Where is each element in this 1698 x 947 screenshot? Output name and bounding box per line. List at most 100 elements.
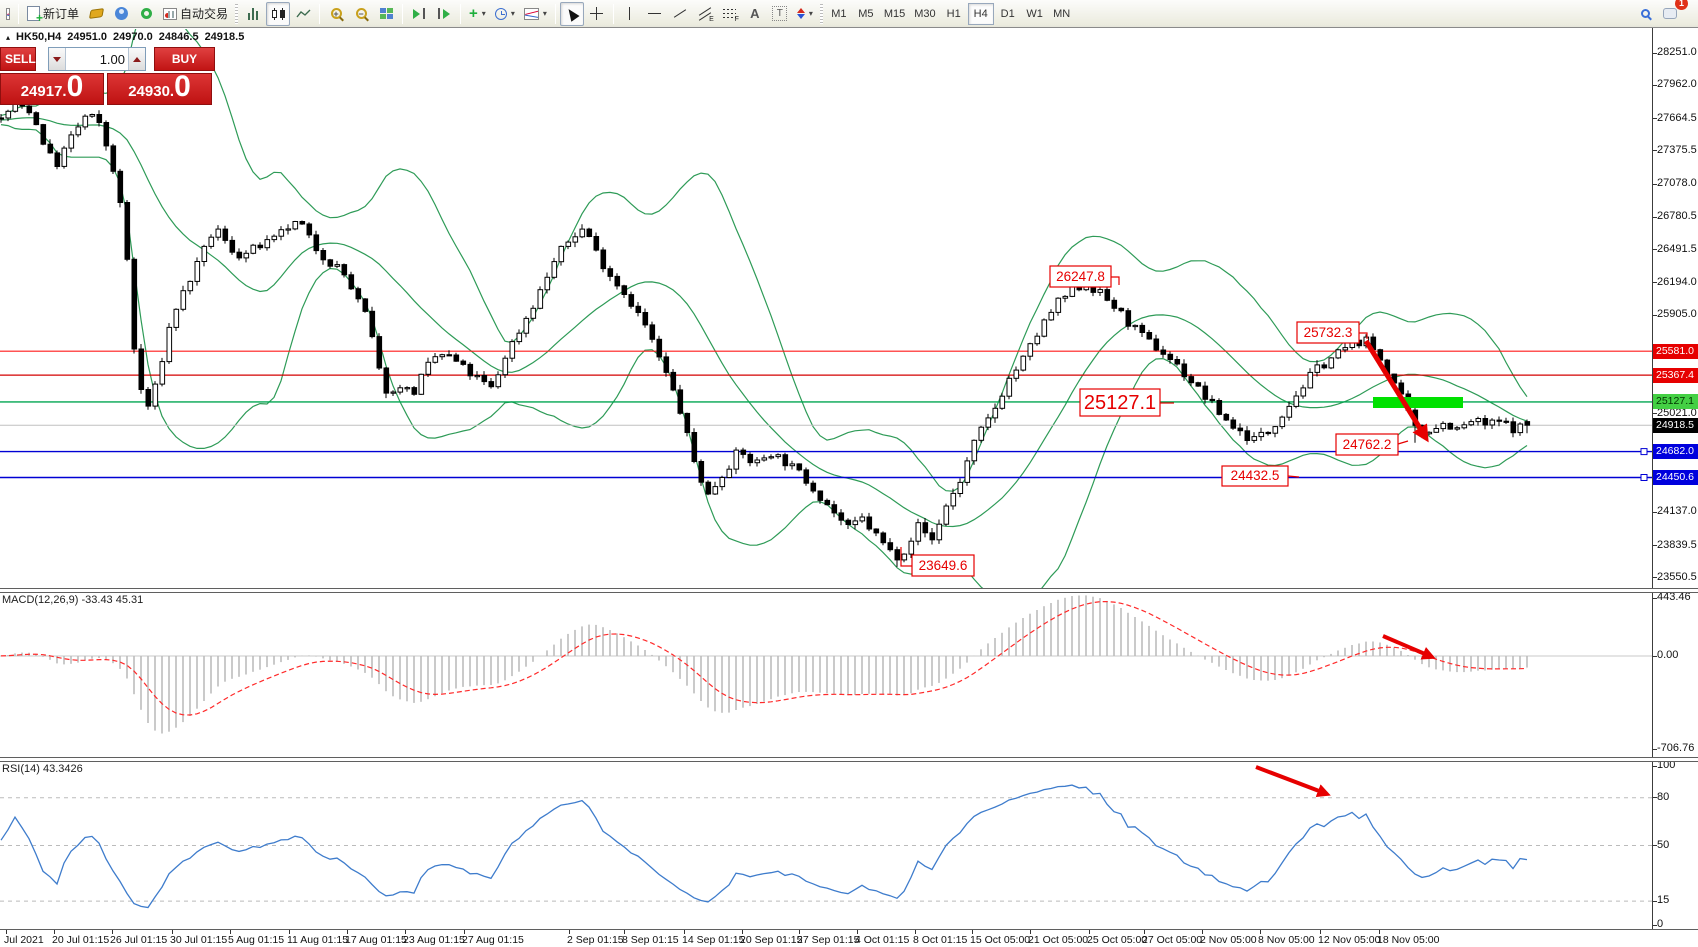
autotrade-label: 自动交易 bbox=[180, 7, 229, 21]
text-button[interactable]: A bbox=[743, 2, 767, 26]
channel-button[interactable]: E bbox=[693, 2, 717, 26]
svg-text:25127.1: 25127.1 bbox=[1084, 392, 1156, 414]
zoom-out-icon: − bbox=[355, 8, 367, 19]
timeframe-m30[interactable]: M30 bbox=[914, 7, 936, 20]
price-axis-gutter[interactable] bbox=[1652, 28, 1698, 929]
timeframe-d1[interactable]: D1 bbox=[1000, 7, 1015, 20]
chart-shift-button[interactable] bbox=[432, 2, 456, 26]
channel-icon: E bbox=[698, 8, 714, 23]
toolbar-separator bbox=[319, 3, 321, 24]
crosshair-button[interactable] bbox=[585, 2, 609, 26]
notifications-button[interactable]: 1 bbox=[1658, 0, 1688, 26]
signals-button[interactable] bbox=[134, 2, 158, 26]
hline-drag-handle[interactable] bbox=[1640, 448, 1648, 456]
time-tick bbox=[172, 930, 173, 934]
timeframe-m5[interactable]: M5 bbox=[858, 7, 874, 20]
autotrade-button[interactable]: 自动交易 bbox=[159, 2, 232, 26]
symbol-period: HK50,H4 bbox=[16, 31, 62, 43]
sell-price-big-digit: 0 bbox=[66, 70, 84, 103]
bar-chart-button[interactable] bbox=[241, 2, 265, 26]
vertical-line-button[interactable] bbox=[618, 2, 642, 26]
rsi-panel-separator[interactable] bbox=[0, 757, 1698, 762]
horizontal-line-icon bbox=[648, 13, 662, 14]
timeframe-m15[interactable]: M15 bbox=[883, 7, 906, 20]
candlestick-chart-button[interactable] bbox=[266, 1, 291, 26]
auto-scroll-bar bbox=[423, 8, 426, 19]
arrows-button[interactable]: ▾ bbox=[793, 2, 817, 26]
buy-price[interactable]: 24930 . 0 bbox=[107, 70, 212, 105]
price-annotation-labels[interactable]: 26247.8 25732.3 25127.1 24762.2 24432.5 23649… bbox=[900, 265, 1409, 577]
volume-increase-button[interactable] bbox=[128, 48, 145, 70]
periods-button[interactable]: ▾ bbox=[491, 2, 519, 26]
main-toolbar: 新订单 自动交易 + − +▾ ▾ ▾ bbox=[0, 0, 1698, 28]
time-axis[interactable]: Jul 2021 20 Jul 01:15 26 Jul 01:15 30 Jul 0… bbox=[0, 929, 1698, 947]
svg-text:24762.2: 24762.2 bbox=[1343, 437, 1392, 452]
ohlc-low: 24846.5 bbox=[158, 31, 199, 43]
support-highlight-bar[interactable] bbox=[1373, 397, 1463, 408]
time-tick bbox=[347, 930, 348, 934]
tile-windows-icon bbox=[379, 8, 393, 19]
chevron-down-icon: ▾ bbox=[510, 9, 515, 18]
templates-button[interactable]: ▾ bbox=[520, 2, 551, 26]
community-button[interactable] bbox=[109, 2, 133, 26]
auto-scroll-button[interactable] bbox=[407, 2, 431, 26]
timeframe-h1[interactable]: H1 bbox=[946, 7, 961, 20]
time-label: 8 Oct 01:15 bbox=[913, 934, 968, 946]
time-label: 14 Sep 01:15 bbox=[682, 934, 745, 946]
sell-button[interactable]: SELL bbox=[0, 47, 36, 71]
trendline-button[interactable] bbox=[668, 2, 692, 26]
new-order-button[interactable]: 新订单 bbox=[23, 2, 83, 26]
zoom-in-button[interactable]: + bbox=[324, 2, 348, 26]
volume-decrease-button[interactable] bbox=[49, 48, 66, 70]
time-label: 12 Nov 05:00 bbox=[1318, 934, 1381, 946]
macd-panel-separator[interactable] bbox=[0, 588, 1698, 593]
sell-price[interactable]: 24917 . 0 bbox=[0, 70, 104, 105]
horizontal-line-button[interactable] bbox=[643, 2, 667, 26]
tile-windows-button[interactable] bbox=[374, 2, 398, 26]
time-tick bbox=[972, 930, 973, 934]
time-label: 5 Aug 01:15 bbox=[228, 934, 285, 946]
time-label: 15 Oct 05:00 bbox=[970, 934, 1031, 946]
rsi-name: RSI(14) bbox=[2, 763, 40, 775]
trend-arrows[interactable] bbox=[1255, 339, 1436, 797]
time-label: 25 Oct 05:00 bbox=[1087, 934, 1148, 946]
toolbar-grip bbox=[819, 3, 823, 24]
timeframe-m1[interactable]: M1 bbox=[831, 7, 847, 20]
search-button[interactable] bbox=[1633, 2, 1657, 26]
time-label: 27 Oct 05:00 bbox=[1142, 934, 1203, 946]
fibonacci-button[interactable]: F bbox=[718, 2, 742, 26]
metaeditor-button[interactable] bbox=[84, 2, 108, 26]
zoom-out-button[interactable]: − bbox=[349, 2, 373, 26]
timeframe-mn[interactable]: MN bbox=[1053, 7, 1071, 20]
timeframe-w1[interactable]: W1 bbox=[1026, 7, 1043, 20]
time-tick bbox=[464, 930, 465, 934]
chart-shift-bar bbox=[438, 8, 441, 19]
horizontal-line-objects[interactable] bbox=[0, 350, 1652, 481]
buy-price-dot: . bbox=[169, 83, 175, 100]
time-tick bbox=[915, 930, 916, 934]
time-tick bbox=[684, 930, 685, 934]
toolbar-separator bbox=[18, 3, 19, 24]
toolbar-separator bbox=[460, 3, 462, 24]
rsi-label: RSI(14) 43.3426 bbox=[2, 763, 83, 775]
timeframe-h4[interactable]: H4 bbox=[967, 2, 994, 25]
line-chart-button[interactable] bbox=[291, 2, 315, 26]
indicators-button[interactable]: + ▾ bbox=[465, 2, 490, 26]
volume-input[interactable] bbox=[66, 48, 128, 70]
clipped-chart-icon bbox=[2, 2, 14, 26]
cursor-button[interactable] bbox=[559, 1, 584, 26]
toolbar-separator bbox=[612, 3, 614, 24]
rsi-value: 43.3426 bbox=[42, 763, 83, 775]
chart-marker-icon: ▴ bbox=[6, 32, 11, 42]
hline-drag-handle[interactable] bbox=[1640, 474, 1648, 481]
text-label-button[interactable]: T bbox=[768, 2, 792, 26]
indicators-icon: + bbox=[469, 4, 478, 22]
time-tick bbox=[405, 930, 406, 934]
svg-text:24432.5: 24432.5 bbox=[1231, 468, 1280, 483]
time-tick bbox=[1260, 930, 1261, 934]
search-icon bbox=[1640, 9, 1650, 18]
buy-price-big-digit: 0 bbox=[174, 70, 191, 103]
buy-button[interactable]: BUY bbox=[154, 47, 215, 71]
